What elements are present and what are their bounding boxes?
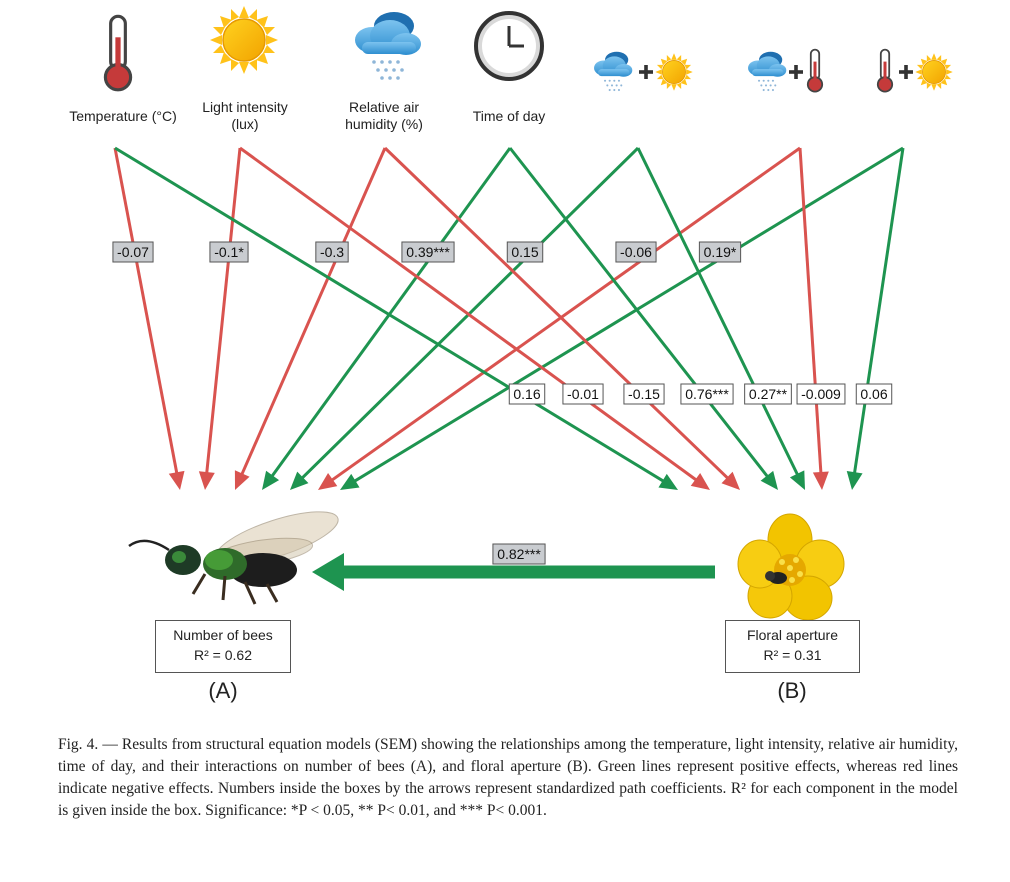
arrow-to-flower-3-head bbox=[760, 470, 778, 490]
bees-letter: (A) bbox=[208, 678, 238, 703]
path-diagram-svg: -0.07 -0.1* -0.3 0.39*** 0.15 -0.06 0.19* 0.16 -… bbox=[103, 5, 954, 621]
arrow-to-bees-0-head bbox=[168, 470, 185, 490]
arrow-to-bees-1-head bbox=[198, 471, 215, 490]
arrow-to-flower-3 bbox=[508, 147, 769, 478]
bees-outcome-box: Number of bees R² = 0.62 bbox=[155, 620, 291, 673]
sun-icon bbox=[209, 5, 279, 75]
svg-text:0.06: 0.06 bbox=[860, 386, 887, 402]
rain-cloud-icon bbox=[355, 12, 421, 80]
coef-label-flower-6: 0.06 bbox=[855, 383, 893, 405]
predictor-label-humidity: Relative air humidity (%) bbox=[345, 99, 423, 132]
arrow-to-flower-2-head bbox=[721, 471, 740, 490]
coefficient-labels: -0.07 -0.1* -0.3 0.39*** 0.15 -0.06 0.19* 0.16 -… bbox=[112, 241, 893, 565]
coef-label-aperture-to-bees: 0.82*** bbox=[492, 543, 546, 565]
coef-label-flower-4: 0.27** bbox=[744, 383, 792, 405]
figure-caption: Fig. 4. — Results from structural equati… bbox=[58, 736, 958, 819]
flower-r2: R² = 0.31 bbox=[763, 647, 822, 663]
arrow-to-flower-6-head bbox=[846, 471, 863, 490]
thermometer-icon bbox=[103, 14, 133, 92]
svg-text:0.39***: 0.39*** bbox=[406, 244, 450, 260]
flower-outcome-box: Floral aperture R² = 0.31 bbox=[725, 620, 860, 673]
svg-text:-0.01: -0.01 bbox=[567, 386, 599, 402]
coef-label-flower-1: -0.01 bbox=[562, 383, 604, 405]
arrow-to-flower-1 bbox=[239, 146, 698, 482]
coef-label-upper-0: -0.07 bbox=[112, 241, 154, 263]
arrow-to-bees-1 bbox=[205, 147, 242, 474]
coef-label-upper-5: -0.06 bbox=[615, 241, 657, 263]
arrow-to-flower-6 bbox=[853, 147, 905, 474]
arrow-to-bees-4 bbox=[301, 146, 640, 480]
arrow-to-bees-6 bbox=[353, 146, 904, 483]
arrow-to-bees-3 bbox=[270, 147, 512, 478]
thermometer-plus-sun-icon bbox=[876, 48, 954, 93]
arrow-to-bees-0 bbox=[113, 147, 179, 474]
arrow-to-flower-5-head bbox=[812, 471, 829, 490]
coef-label-upper-1: -0.1* bbox=[209, 241, 249, 263]
svg-text:-0.06: -0.06 bbox=[620, 244, 652, 260]
coef-label-upper-6: 0.19* bbox=[698, 241, 742, 263]
arrow-aperture-to-bees-head bbox=[312, 553, 344, 591]
svg-text:0.76***: 0.76*** bbox=[685, 386, 729, 402]
arrow-to-flower-5 bbox=[798, 147, 823, 474]
svg-text:-0.1*: -0.1* bbox=[214, 244, 244, 260]
coef-label-flower-0: 0.16 bbox=[508, 383, 546, 405]
svg-text:-0.3: -0.3 bbox=[320, 244, 344, 260]
flower-image bbox=[737, 513, 845, 621]
svg-text:-0.009: -0.009 bbox=[801, 386, 841, 402]
flower-letter: (B) bbox=[777, 678, 807, 703]
arrow-to-flower-0-head bbox=[658, 473, 678, 490]
svg-text:0.19*: 0.19* bbox=[704, 244, 737, 260]
svg-text:0.15: 0.15 bbox=[511, 244, 538, 260]
arrow-to-bees-2-head bbox=[234, 470, 250, 490]
predictor-label-time: Time of day bbox=[472, 108, 546, 124]
path-arrows bbox=[113, 146, 905, 591]
rain-cloud-plus-sun-icon bbox=[594, 51, 694, 92]
arrow-to-bees-2 bbox=[240, 147, 387, 476]
arrow-to-bees-4-head bbox=[290, 471, 309, 490]
arrow-to-flower-1-head bbox=[690, 472, 710, 490]
coef-label-upper-2: -0.3 bbox=[315, 241, 349, 263]
svg-text:-0.15: -0.15 bbox=[628, 386, 660, 402]
bees-outcome-title: Number of bees bbox=[173, 627, 273, 643]
flower-outcome-title: Floral aperture bbox=[746, 627, 839, 643]
coef-label-upper-4: 0.15 bbox=[506, 241, 544, 263]
arrow-to-flower-0 bbox=[114, 146, 665, 483]
arrow-to-bees-5 bbox=[330, 146, 801, 482]
arrow-to-flower-4 bbox=[636, 147, 799, 476]
bee-image bbox=[128, 511, 339, 605]
predictor-label-temperature: Temperature (°C) bbox=[69, 108, 177, 124]
clock-icon bbox=[474, 11, 544, 81]
arrow-to-bees-5-head bbox=[318, 473, 338, 490]
arrow-to-bees-3-head bbox=[262, 470, 280, 490]
sem-diagram: -0.07 -0.1* -0.3 0.39*** 0.15 -0.06 0.19* 0.16 -… bbox=[69, 5, 954, 703]
rain-cloud-plus-thermometer-icon bbox=[748, 48, 824, 93]
coef-label-flower-3: 0.76*** bbox=[680, 383, 734, 405]
svg-text:0.82***: 0.82*** bbox=[497, 546, 541, 562]
bees-r2: R² = 0.62 bbox=[194, 647, 252, 663]
svg-text:-0.07: -0.07 bbox=[117, 244, 149, 260]
arrow-to-flower-2 bbox=[383, 146, 729, 480]
svg-text:0.16: 0.16 bbox=[513, 386, 540, 402]
arrow-to-flower-4-head bbox=[789, 470, 805, 490]
coef-label-flower-5: -0.009 bbox=[796, 383, 846, 405]
coef-label-upper-3: 0.39*** bbox=[401, 241, 455, 263]
svg-text:0.27**: 0.27** bbox=[749, 386, 788, 402]
arrow-to-bees-6-head bbox=[340, 473, 360, 490]
predictor-label-light: Light intensity (lux) bbox=[202, 99, 288, 132]
coef-label-flower-2: -0.15 bbox=[623, 383, 665, 405]
